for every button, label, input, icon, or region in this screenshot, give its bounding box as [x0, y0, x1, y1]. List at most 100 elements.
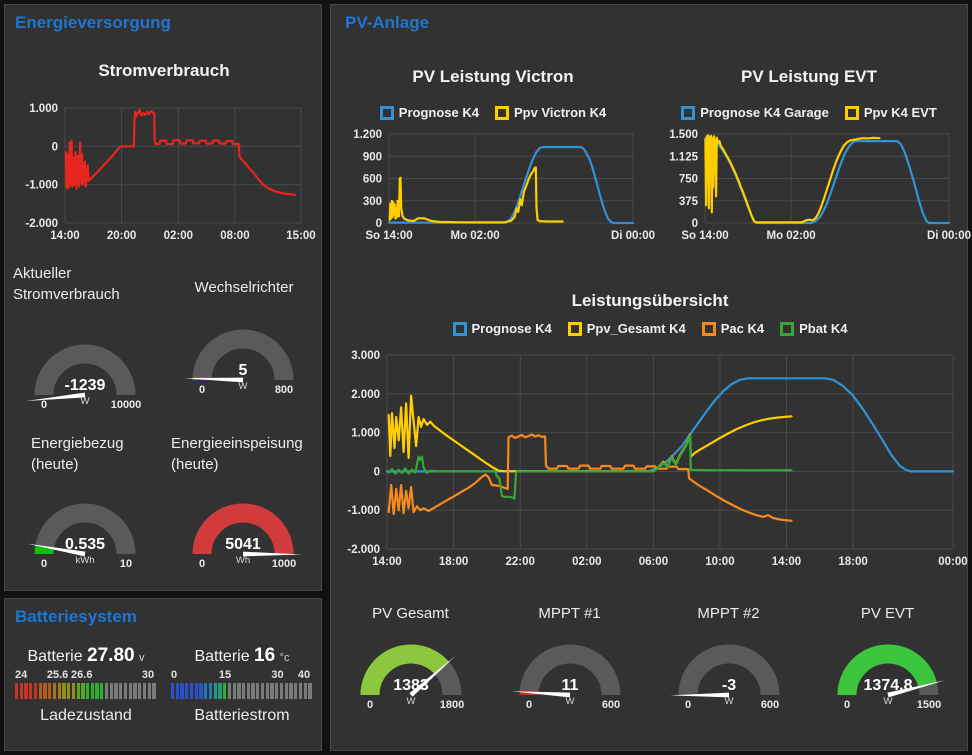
svg-text:14:00: 14:00 — [772, 556, 801, 568]
chart-title-pv-evt: PV Leistung EVT — [740, 67, 878, 86]
gauge-wechselrichter: 5 W 0 800 — [168, 312, 318, 404]
gauge-pv-gesamt: 1383 W 0 1800 — [336, 627, 486, 719]
svg-text:00:00: 00:00 — [938, 556, 967, 568]
legend-item[interactable]: Prognose K4 Garage — [681, 105, 829, 120]
legend-swatch-icon — [681, 105, 696, 120]
svg-text:W: W — [239, 381, 248, 392]
level-voltage-bar — [15, 683, 157, 699]
svg-text:0: 0 — [526, 699, 532, 711]
svg-text:0: 0 — [844, 699, 850, 711]
panel-energieversorgung: Energieversorgung Stromverbrauch 1.000 0-… — [4, 4, 322, 591]
chart-stromverbrauch: 1.000 0 -1.000 -2.000 14:00 20:00 02:00 08:00 15… — [9, 98, 317, 256]
svg-text:kWh: kWh — [76, 555, 95, 566]
panel-batteriesystem: Batteriesystem Batterie 27.80 v 24 25.6 26… — [4, 598, 322, 751]
level-voltage-label: Batterie 27.80 v — [27, 645, 145, 666]
svg-text:1.200: 1.200 — [353, 129, 382, 141]
svg-text:-1.000: -1.000 — [347, 505, 380, 517]
svg-text:-1239: -1239 — [65, 377, 106, 394]
legend-pv-evt: Prognose K4 Garage Ppv K4 EVT — [661, 105, 957, 120]
svg-text:18:00: 18:00 — [439, 556, 468, 568]
svg-text:18:00: 18:00 — [838, 556, 867, 568]
chart-title-stromverbrauch: Stromverbrauch — [98, 61, 230, 80]
svg-text:1500: 1500 — [917, 699, 941, 711]
gauge-aktueller-stromverbrauch: -1239 W 0 10000 — [10, 327, 160, 419]
svg-text:0: 0 — [41, 399, 47, 411]
svg-text:20:00: 20:00 — [107, 230, 136, 242]
gauge-energiebezug: 0.535 kWh 0 10 — [10, 486, 160, 578]
svg-text:600: 600 — [761, 699, 779, 711]
svg-text:0: 0 — [52, 141, 58, 153]
svg-text:1383: 1383 — [393, 677, 429, 694]
svg-text:0: 0 — [685, 699, 691, 711]
svg-text:0: 0 — [692, 218, 698, 230]
svg-text:1000: 1000 — [272, 558, 296, 570]
svg-text:Di 00:00: Di 00:00 — [611, 230, 655, 242]
svg-text:10000: 10000 — [111, 399, 142, 411]
svg-text:W: W — [407, 696, 416, 707]
gauge-title-pv-evt: PV EVT — [860, 605, 915, 622]
svg-text:14:00: 14:00 — [50, 230, 79, 242]
svg-text:0: 0 — [376, 218, 382, 230]
level-temperature-bar — [171, 683, 313, 699]
svg-text:W: W — [566, 696, 575, 707]
level-voltage-scale: 24 25.6 26.6 30 — [15, 669, 155, 681]
svg-text:1374.8: 1374.8 — [864, 677, 913, 694]
svg-text:600: 600 — [602, 699, 620, 711]
gauge-mppt-2: -3 W 0 600 — [654, 627, 804, 719]
panel-battery-title: Batteriesystem — [15, 607, 137, 626]
legend-item[interactable]: Ppv_Gesamt K4 — [567, 321, 686, 336]
legend-pv-victron: Prognose K4 Ppv Victron K4 — [345, 105, 641, 120]
svg-text:So 14:00: So 14:00 — [365, 230, 412, 242]
svg-text:2.000: 2.000 — [351, 389, 380, 401]
chart-title-leistungsuebersicht: Leistungsübersicht — [571, 291, 729, 310]
gauge-mppt-1: 11 W 0 600 — [495, 627, 645, 719]
svg-text:5: 5 — [239, 362, 248, 379]
svg-text:300: 300 — [363, 196, 382, 208]
svg-text:15:00: 15:00 — [286, 230, 315, 242]
legend-swatch-icon — [379, 105, 394, 120]
svg-text:1.125: 1.125 — [669, 151, 698, 163]
gauge-energieeinspeisung: 5041 Wh 0 1000 — [168, 486, 318, 578]
svg-text:22:00: 22:00 — [505, 556, 534, 568]
chart-pv-victron: 1.200 900 600 300 0 So 14:00 Mo 02:00 Di 00:00 — [345, 125, 655, 247]
level-battery-temperature: Batterie 16 °c 0 15 30 40 — [171, 645, 313, 699]
svg-text:W: W — [81, 396, 90, 407]
svg-text:1.000: 1.000 — [29, 103, 58, 115]
legend-item[interactable]: Ppv Victron K4 — [494, 105, 606, 120]
svg-text:0: 0 — [199, 558, 205, 570]
svg-text:11: 11 — [562, 677, 579, 694]
svg-text:0: 0 — [41, 558, 47, 570]
caption-batteriestrom: Batteriestrom — [194, 707, 290, 724]
gauge-title-pv-gesamt: PV Gesamt — [372, 605, 449, 622]
legend-swatch-icon — [494, 105, 509, 120]
gauge-title-mppt-2: MPPT #2 — [697, 605, 760, 622]
legend-item[interactable]: Prognose K4 — [452, 321, 552, 336]
gauge-title-energieeinspeisung: Energieeinspeisung (heute) — [171, 435, 303, 473]
panel-pv-title: PV-Anlage — [345, 13, 430, 32]
svg-text:1.500: 1.500 — [669, 129, 698, 141]
svg-text:-2.000: -2.000 — [25, 218, 58, 230]
legend-leistungsuebersicht: Prognose K4 Ppv_Gesamt K4 Pac K4 Pbat K4 — [331, 321, 969, 336]
svg-text:10:00: 10:00 — [705, 556, 734, 568]
legend-item[interactable]: Prognose K4 — [379, 105, 479, 120]
chart-pv-evt: 1.500 1.125 750 375 0 So 14:00 Mo 02:00 Di 00:0… — [661, 125, 971, 247]
legend-item[interactable]: Ppv K4 EVT — [844, 105, 937, 120]
svg-text:375: 375 — [679, 196, 699, 208]
svg-text:Mo 02:00: Mo 02:00 — [766, 230, 815, 242]
gauge-title-mppt-1: MPPT #1 — [538, 605, 601, 622]
svg-text:800: 800 — [275, 384, 293, 396]
chart-leistungsuebersicht: 3.000 2.000 1.000 0 -1.000 -2.000 14:00 18:00 22… — [339, 341, 967, 573]
svg-text:Di 00:00: Di 00:00 — [927, 230, 971, 242]
level-temperature-scale: 0 15 30 40 — [171, 669, 311, 681]
gauge-title-energiebezug: Energiebezug (heute) — [31, 435, 124, 473]
gauge-title-aktueller-stromverbrauch: Aktueller Stromverbrauch — [13, 265, 120, 303]
svg-text:10: 10 — [120, 558, 132, 570]
panel-energy-title: Energieversorgung — [15, 13, 171, 32]
legend-item[interactable]: Pac K4 — [701, 321, 764, 336]
svg-text:Wh: Wh — [236, 555, 250, 566]
svg-text:02:00: 02:00 — [572, 556, 601, 568]
panel-pv-anlage: PV-Anlage PV Leistung Victron Prognose K… — [330, 4, 971, 751]
legend-item[interactable]: Pbat K4 — [780, 321, 847, 336]
svg-text:-1.000: -1.000 — [25, 180, 58, 192]
svg-text:900: 900 — [363, 151, 382, 163]
